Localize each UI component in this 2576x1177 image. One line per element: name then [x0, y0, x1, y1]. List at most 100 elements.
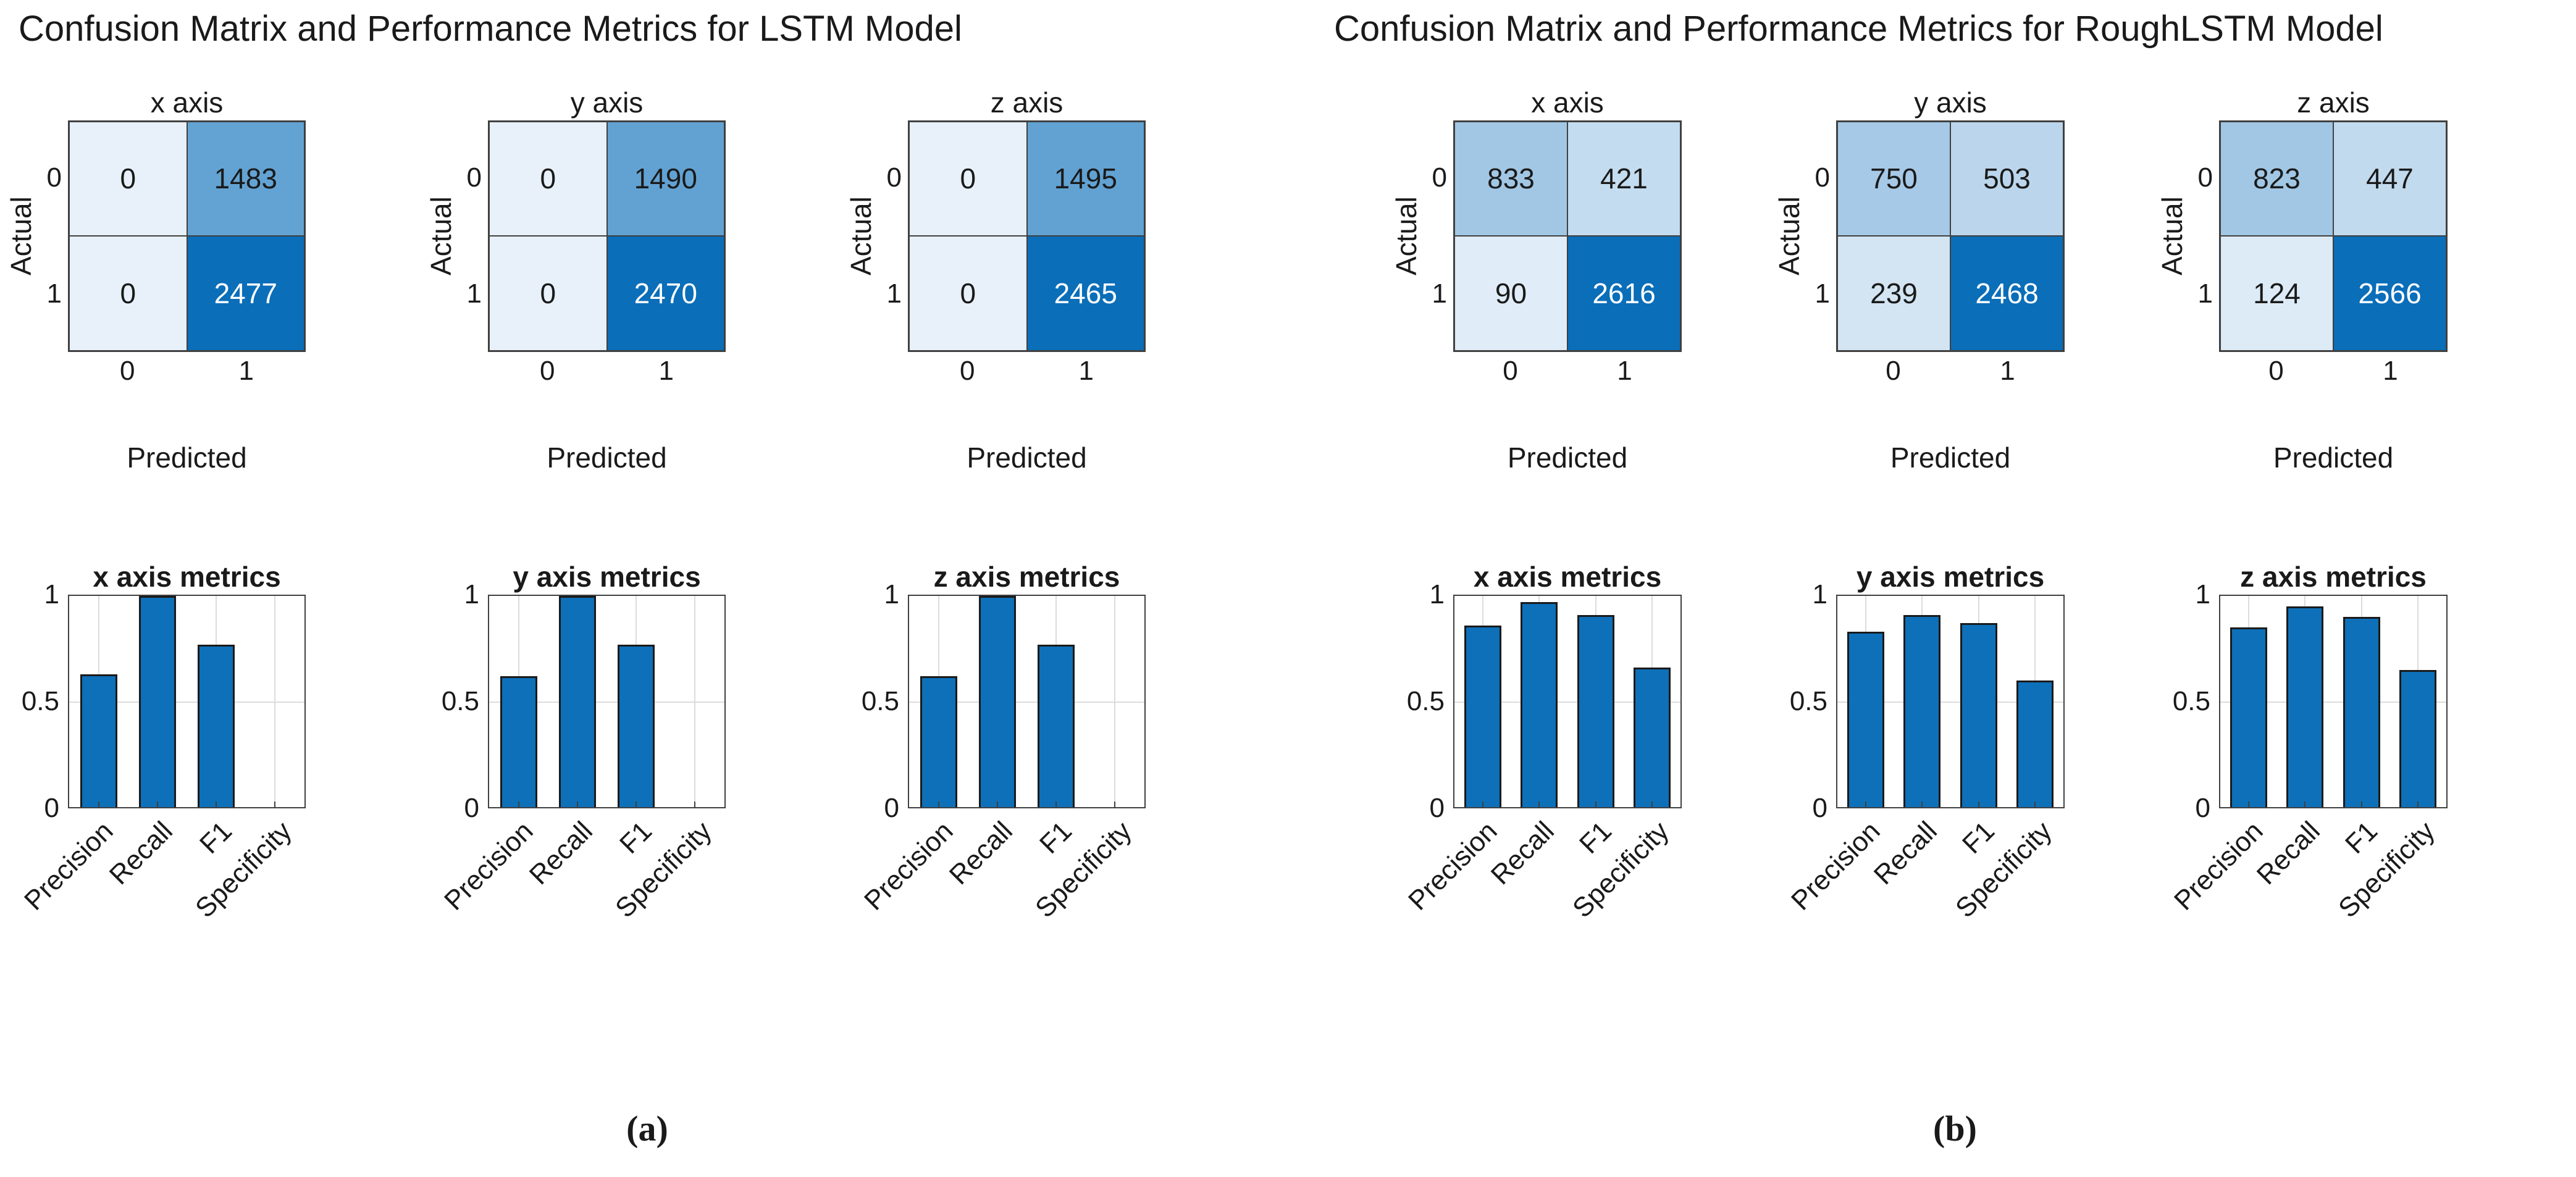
cell-value: 2477 — [214, 277, 277, 309]
category-labels: Precision Recall F1 Specificity — [1785, 808, 2065, 953]
tick-mark — [2360, 801, 2362, 807]
bar — [1960, 622, 1997, 807]
metrics-chart-title: y axis metrics — [1856, 560, 2045, 593]
confusion-matrix-grid: 833 421 90 2616 — [1453, 120, 1682, 352]
category-label: Precision — [19, 815, 119, 916]
matrix-cell: 421 — [1567, 121, 1680, 237]
cell-value: 503 — [1983, 162, 2031, 195]
panel-b-metric-charts: x axis metrics 0 0.5 1 Precision Recall F1 Spec… — [1391, 560, 2576, 953]
panel-a: Confusion Matrix and Performance Metrics… — [0, 0, 1288, 1149]
cell-value: 1490 — [634, 162, 697, 195]
ytick-labels: 0 0.5 1 — [2157, 579, 2219, 823]
category-labels: Precision Recall F1 Specificity — [2168, 808, 2448, 953]
bar — [1903, 614, 1941, 807]
row-tick-label: 1 — [1432, 278, 1447, 309]
matrix-cell: 0 — [909, 236, 1027, 351]
ytick-labels: 0 0.5 1 — [426, 579, 488, 823]
confusion-matrix: x axis Actual 0 1 0 1483 0 2477 0 1 Predicted — [5, 86, 306, 477]
col-tick-label: 0 — [1886, 355, 1901, 386]
tick-mark — [216, 801, 217, 807]
tick-mark — [1978, 801, 1979, 807]
category-label: Recall — [943, 815, 1019, 890]
cell-value: 421 — [1600, 162, 1648, 195]
tick-mark — [1482, 801, 1483, 807]
confusion-matrix: z axis Actual 0 1 823 447 124 2566 0 1 Predicted — [2156, 86, 2448, 477]
ytick-labels: 0 0.5 1 — [6, 579, 68, 823]
panel-b-caption: (b) — [1933, 1108, 1977, 1149]
col-tick-label: 1 — [238, 355, 254, 386]
category-labels: Precision Recall F1 Specificity — [19, 808, 306, 953]
category-label: F1 — [194, 815, 238, 860]
bar — [138, 595, 176, 807]
ytick-label: 0 — [464, 792, 479, 823]
cell-value: 0 — [960, 162, 976, 195]
col-tick-label: 0 — [960, 355, 975, 386]
bar — [978, 595, 1016, 807]
cell-value: 2465 — [1054, 277, 1117, 309]
panel-a-metric-charts: x axis metrics 0 0.5 1 Precision Recall F1 Spec… — [6, 560, 1288, 953]
gridline — [489, 701, 724, 703]
matrix-cell: 750 — [1837, 121, 1950, 237]
confusion-matrix-body: Actual 0 1 0 1483 0 2477 — [5, 120, 306, 352]
tick-mark — [636, 801, 637, 807]
panel-a-title: Confusion Matrix and Performance Metrics… — [19, 9, 962, 49]
row-tick-label: 0 — [2197, 162, 2213, 193]
predicted-axis-label: Predicted — [2273, 441, 2394, 474]
predicted-axis-label: Predicted — [1507, 441, 1628, 474]
tick-mark — [996, 801, 998, 807]
metrics-chart-body: 0 0.5 1 — [1774, 579, 2065, 823]
actual-axis-label: Actual — [5, 196, 37, 276]
bar — [1577, 614, 1614, 807]
matrix-cell: 124 — [2220, 236, 2333, 351]
confusion-matrix-grid: 823 447 124 2566 — [2219, 120, 2448, 352]
plot-area — [68, 594, 306, 808]
metrics-chart-body: 0 0.5 1 — [6, 579, 306, 823]
cell-value: 447 — [2366, 162, 2414, 195]
tick-mark — [576, 801, 578, 807]
category-labels: Precision Recall F1 Specificity — [858, 808, 1146, 953]
tick-mark — [1595, 801, 1596, 807]
metrics-chart-title: x axis metrics — [1473, 560, 1662, 593]
confusion-matrix-title: y axis — [570, 86, 644, 119]
tick-mark — [1538, 801, 1540, 807]
ytick-label: 1 — [464, 579, 479, 609]
confusion-matrix-body: Actual 0 1 750 503 239 2468 — [1773, 120, 2065, 352]
cell-value: 2470 — [634, 277, 697, 309]
col-tick-label: 1 — [2000, 355, 2015, 386]
bar — [1847, 631, 1884, 807]
bar — [2230, 627, 2267, 807]
cell-value: 239 — [1870, 277, 1918, 309]
panel-a-caption: (a) — [626, 1108, 668, 1149]
bar — [2343, 616, 2380, 807]
actual-axis-label: Actual — [1390, 196, 1422, 276]
ytick-label: 1 — [2195, 579, 2210, 609]
category-label: Recall — [523, 815, 599, 890]
cell-value: 2616 — [1592, 277, 1656, 309]
tick-mark — [1055, 801, 1057, 807]
tick-mark — [2034, 801, 2036, 807]
panel-b-title: Confusion Matrix and Performance Metrics… — [1334, 9, 2383, 49]
bar — [500, 676, 537, 807]
ytick-label: 0 — [44, 792, 59, 823]
gridline — [2220, 701, 2446, 703]
matrix-cell: 1490 — [606, 121, 724, 237]
predicted-axis-label: Predicted — [1890, 441, 2011, 474]
ytick-label: 1 — [884, 579, 899, 609]
row-tick-label: 0 — [46, 162, 62, 193]
metrics-chart-title: y axis metrics — [513, 560, 701, 593]
ytick-label: 0.5 — [861, 685, 899, 716]
bar — [198, 644, 235, 807]
ytick-label: 1 — [1812, 579, 1827, 609]
cell-value: 0 — [960, 277, 976, 309]
ytick-labels: 0 0.5 1 — [1391, 579, 1453, 823]
row-tick-label: 0 — [466, 162, 482, 193]
metrics-chart: z axis metrics 0 0.5 1 Precision Recall F1 Spec… — [846, 560, 1146, 953]
matrix-cell: 239 — [1837, 236, 1950, 351]
cell-value: 1495 — [1054, 162, 1117, 195]
tick-mark — [156, 801, 158, 807]
